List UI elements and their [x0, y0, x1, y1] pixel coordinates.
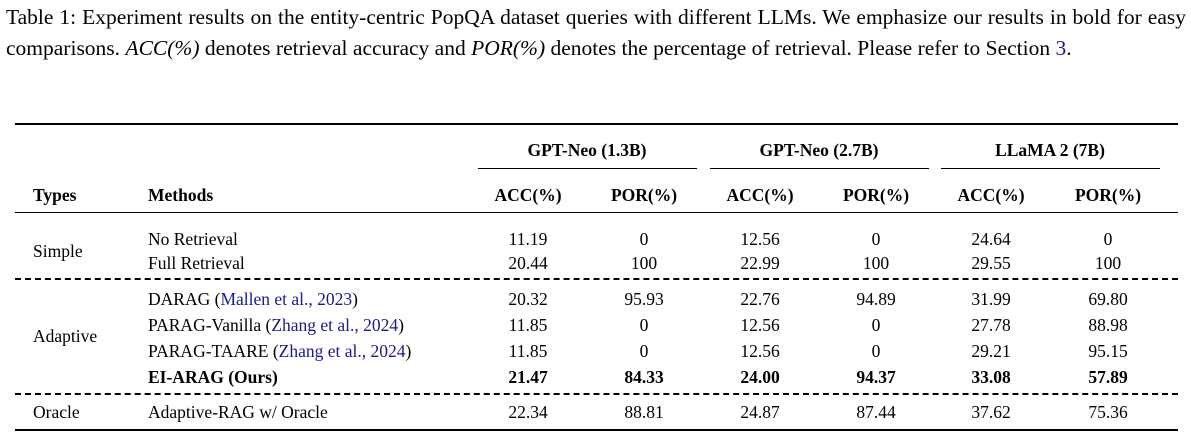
table-cell: 0: [639, 315, 649, 335]
group-underline-1: [478, 168, 697, 169]
header-rule: [15, 212, 1178, 213]
method-name: Adaptive-RAG w/ Oracle: [148, 402, 328, 422]
acc-term: ACC(%): [125, 36, 200, 60]
table-cell: 87.44: [856, 402, 896, 422]
citation-link[interactable]: Zhang et al., 2024: [278, 341, 406, 361]
table-cell: 95.93: [624, 289, 664, 309]
table-cell: 11.19: [508, 229, 548, 249]
table-cell: 94.37: [856, 367, 896, 387]
table-cell: 84.33: [624, 367, 664, 387]
col-header-metric: ACC(%): [494, 185, 562, 205]
table-cell: 24.87: [740, 402, 780, 422]
table-cell: 22.34: [508, 402, 548, 422]
method-name: DARAG (Mallen et al., 2023): [148, 289, 358, 309]
table-cell: 100: [862, 253, 890, 273]
table-cell: 0: [639, 341, 649, 361]
method-name: Full Retrieval: [148, 253, 245, 273]
type-label-simple: Simple: [33, 241, 83, 261]
table-cell: 100: [630, 253, 658, 273]
table-cell: 69.80: [1088, 289, 1128, 309]
caption-label: Table 1:: [6, 5, 77, 29]
group-underline-3: [941, 168, 1160, 169]
table-cell: 57.89: [1088, 367, 1128, 387]
col-header-types: Types: [33, 185, 77, 205]
dashed-rule-1: [15, 278, 1178, 280]
col-header-metric: POR(%): [610, 185, 678, 205]
group-underline-2: [710, 168, 929, 169]
method-name: PARAG-Vanilla (Zhang et al., 2024): [148, 315, 404, 335]
col-header-metric: POR(%): [842, 185, 910, 205]
por-term: POR(%): [471, 36, 546, 60]
type-label-adaptive: Adaptive: [33, 326, 98, 346]
bottom-rule: [15, 429, 1178, 431]
table-cell: 12.56: [740, 229, 780, 249]
model-group-header: GPT-Neo (1.3B): [527, 140, 647, 160]
table-cell: 94.89: [856, 289, 896, 309]
citation-link[interactable]: Zhang et al., 2024: [271, 315, 399, 335]
type-label-oracle: Oracle: [33, 402, 80, 422]
table-cell: 24.64: [971, 229, 1011, 249]
col-header-metric: POR(%): [1074, 185, 1142, 205]
table-cell: 22.76: [740, 289, 780, 309]
table-cell: 0: [639, 229, 649, 249]
table-cell: 0: [1103, 229, 1113, 249]
model-group-header: GPT-Neo (2.7B): [759, 140, 879, 160]
table-cell: 21.47: [508, 367, 548, 387]
table-caption: Table 1: Experiment results on the entit…: [6, 5, 1186, 60]
table-cell: 29.21: [971, 341, 1011, 361]
method-name: No Retrieval: [148, 229, 238, 249]
table-cell: 37.62: [971, 402, 1011, 422]
dashed-rule-2: [15, 393, 1178, 395]
table-cell: 0: [871, 315, 881, 335]
method-name: PARAG-TAARE (Zhang et al., 2024): [148, 341, 412, 361]
table-cell: 27.78: [971, 315, 1011, 335]
table-cell: 0: [871, 229, 881, 249]
table-cell: 12.56: [740, 341, 780, 361]
table-cell: 24.00: [740, 367, 780, 387]
table-cell: 88.98: [1088, 315, 1128, 335]
table-cell: 22.99: [740, 253, 780, 273]
section-link[interactable]: 3: [1055, 36, 1067, 60]
table-cell: 12.56: [740, 315, 780, 335]
col-header-methods: Methods: [148, 185, 214, 205]
top-rule: [15, 123, 1178, 125]
col-header-metric: ACC(%): [726, 185, 794, 205]
table-cell: 0: [871, 341, 881, 361]
col-header-metric: ACC(%): [957, 185, 1025, 205]
table-cell: 11.85: [508, 341, 548, 361]
table-cell: 75.36: [1088, 402, 1128, 422]
table-cell: 20.32: [508, 289, 548, 309]
table-cell: 88.81: [624, 402, 664, 422]
table-cell: 33.08: [971, 367, 1011, 387]
table-cell: 20.44: [508, 253, 548, 273]
method-name-ours: EI-ARAG (Ours): [148, 367, 278, 387]
table-cell: 95.15: [1088, 341, 1128, 361]
table-cell: 29.55: [971, 253, 1011, 273]
citation-link[interactable]: Mallen et al., 2023: [220, 289, 353, 309]
table-cell: 31.99: [971, 289, 1011, 309]
table-cell: 11.85: [508, 315, 548, 335]
model-group-header: LLaMA 2 (7B): [995, 140, 1105, 160]
table-cell: 100: [1094, 253, 1122, 273]
